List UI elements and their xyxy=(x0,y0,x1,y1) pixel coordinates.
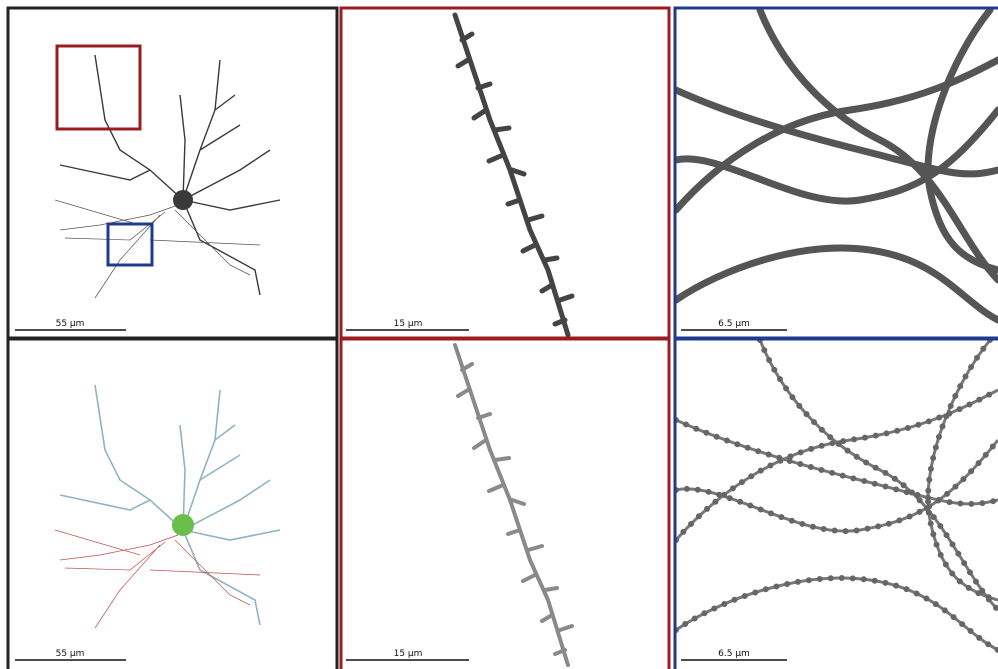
scale-bars xyxy=(15,330,787,660)
scale-label: 6.5 µm xyxy=(718,649,750,659)
dendrite-zoom xyxy=(455,15,572,335)
axon-reconstruction xyxy=(676,340,998,650)
scale-label: 6.5 µm xyxy=(718,319,750,329)
inset-box xyxy=(57,46,140,129)
neuron-reconstruction xyxy=(55,385,280,628)
axon-zoom xyxy=(676,10,998,320)
scale-label: 55 µm xyxy=(56,319,85,329)
panel-border xyxy=(341,8,669,338)
figure: 55 µm 15 µm 6.5 µm 55 µm 15 µm 6.5 µm xyxy=(0,0,998,669)
dendrite-reconstruction xyxy=(455,345,572,665)
panel-border xyxy=(8,339,337,669)
inset-box xyxy=(108,224,152,265)
scale-label: 15 µm xyxy=(394,319,423,329)
panel-border xyxy=(341,339,669,669)
neuron-full xyxy=(55,55,280,298)
scale-label: 15 µm xyxy=(394,649,423,659)
scale-label: 55 µm xyxy=(56,649,85,659)
